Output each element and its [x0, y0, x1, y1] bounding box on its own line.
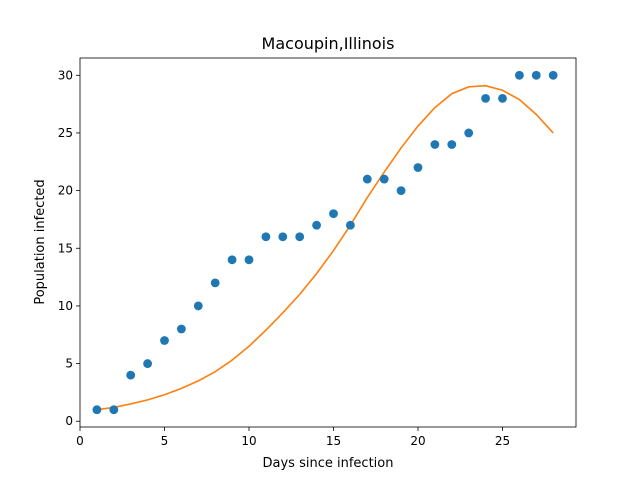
- data-point: [227, 255, 237, 265]
- series-layer: [92, 70, 558, 415]
- data-point: [295, 232, 305, 242]
- data-point: [244, 255, 254, 265]
- data-point: [362, 174, 372, 184]
- data-point: [498, 93, 507, 103]
- y-tick-label: 5: [65, 357, 73, 371]
- x-tick-label: 15: [326, 434, 341, 448]
- data-point: [176, 324, 186, 334]
- plot-area: [79, 57, 577, 428]
- data-point: [210, 278, 220, 288]
- y-tick-label: 10: [58, 299, 73, 313]
- data-point: [261, 232, 271, 242]
- data-point: [92, 405, 102, 415]
- data-point: [430, 140, 440, 149]
- y-tick-label: 0: [65, 414, 73, 428]
- data-point: [396, 186, 406, 196]
- data-point: [413, 163, 423, 172]
- data-point: [329, 209, 338, 219]
- y-tick-label: 15: [58, 241, 73, 255]
- data-point: [193, 301, 203, 311]
- data-point: [447, 140, 457, 149]
- x-tick-label: 25: [495, 434, 510, 448]
- data-point: [312, 220, 321, 230]
- data-point: [345, 220, 355, 230]
- data-point: [481, 93, 490, 103]
- x-tick-label: 0: [76, 434, 84, 448]
- data-point: [379, 174, 389, 184]
- data-point: [464, 128, 474, 138]
- data-point: [278, 232, 288, 242]
- x-tick-label: 20: [410, 434, 425, 448]
- x-tick-label: 10: [241, 434, 256, 448]
- y-tick-label: 25: [58, 126, 73, 140]
- data-point: [143, 359, 152, 368]
- data-point: [514, 70, 524, 80]
- x-tick-label: 5: [161, 434, 169, 448]
- data-point: [531, 70, 541, 80]
- y-axis-ticks: 0 5 10 15 20 25 30: [58, 68, 80, 428]
- y-tick-label: 30: [58, 68, 73, 82]
- chart-title: Macoupin,Illinois: [262, 34, 395, 53]
- y-tick-label: 20: [58, 184, 73, 198]
- data-point: [548, 70, 558, 80]
- data-point: [160, 336, 169, 345]
- data-point: [126, 370, 136, 380]
- y-axis-label: Population infected: [33, 179, 48, 304]
- fit-line: [96, 84, 554, 411]
- x-axis-ticks: 0 5 10 15 20 25: [76, 427, 510, 448]
- data-point: [109, 405, 119, 415]
- x-axis-label: Days since infection: [263, 456, 394, 471]
